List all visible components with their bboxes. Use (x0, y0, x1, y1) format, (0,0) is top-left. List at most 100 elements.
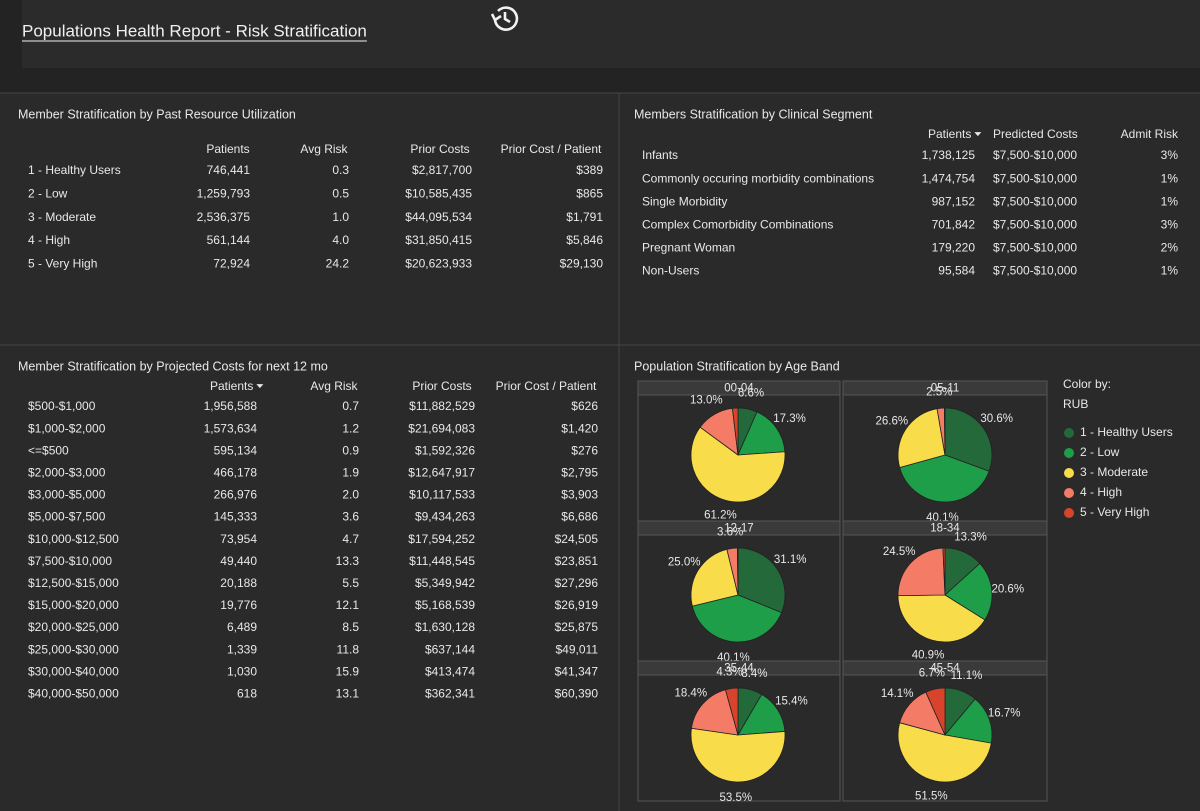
cell: $2,817,700 (412, 163, 472, 177)
cell: $29,130 (560, 256, 604, 270)
cell: 0.3 (332, 163, 349, 177)
cell: $23,851 (555, 554, 599, 568)
panel-title: Members Stratification by Clinical Segme… (634, 107, 873, 121)
column-header: Prior Costs (412, 379, 471, 393)
cell: $25,875 (555, 620, 599, 634)
cell: 2% (1161, 241, 1179, 255)
cell: $12,647,917 (408, 465, 475, 479)
slice-label: 15.4% (775, 696, 808, 708)
cell: 13.1 (336, 686, 360, 700)
cell: 13.3 (336, 554, 360, 568)
legend-swatch (1064, 448, 1074, 458)
cell: $7,500-$10,000 (993, 171, 1077, 185)
cell: 561,144 (207, 233, 251, 247)
pie-slice (737, 547, 786, 614)
panel-title: Member Stratification by Projected Costs… (18, 359, 328, 373)
panel-title: Population Stratification by Age Band (634, 359, 840, 373)
row-label: 2 - Low (28, 186, 68, 200)
cell: 0.9 (342, 443, 359, 457)
cell: $1,630,128 (415, 620, 475, 634)
pie-slice (897, 547, 946, 596)
slice-label: 13.3% (954, 531, 987, 543)
report-title[interactable]: Populations Health Report - Risk Stratif… (22, 21, 367, 40)
slice-label: 18.4% (674, 687, 707, 699)
slice-label: 4.3% (716, 667, 742, 679)
cell: $413,474 (425, 664, 475, 678)
pie-slice (942, 547, 946, 596)
cell: 618 (237, 686, 257, 700)
row-label: 5 - Very High (28, 256, 97, 270)
row-label: Single Morbidity (642, 194, 727, 208)
legend-swatch (1064, 508, 1074, 518)
pie-slice (690, 426, 786, 503)
history-icon[interactable] (490, 6, 519, 31)
row-label: <=$500 (28, 443, 69, 457)
cell: $7,500-$10,000 (993, 217, 1077, 231)
cell: 701,842 (932, 217, 976, 231)
row-label: Infants (642, 148, 678, 162)
pie-slice (690, 727, 786, 783)
cell: $1,791 (566, 210, 603, 224)
pie-cell (637, 674, 841, 802)
pie-slice (925, 687, 946, 736)
legend-label: 5 - Very High (1080, 505, 1149, 519)
slice-label: 17.3% (773, 413, 806, 425)
column-header: Patients (210, 379, 253, 393)
column-header: Avg Risk (310, 379, 358, 393)
cell: $865 (576, 186, 603, 200)
slice-label: 25.0% (668, 556, 701, 568)
cell: 19,776 (220, 598, 257, 612)
cell: 1,738,125 (922, 148, 976, 162)
cell: 6,489 (227, 620, 257, 634)
legend-swatch (1064, 468, 1074, 478)
column-header: Avg Risk (300, 142, 348, 156)
cell: 0.5 (332, 186, 349, 200)
row-label: Pregnant Woman (642, 241, 735, 255)
row-label: $12,500-$15,000 (28, 576, 119, 590)
slice-label: 6.7% (919, 667, 945, 679)
row-label: $25,000-$30,000 (28, 642, 119, 656)
cell: 1% (1161, 171, 1179, 185)
cell: 466,178 (214, 465, 258, 479)
cell: $7,500-$10,000 (993, 264, 1077, 278)
row-label: $10,000-$12,500 (28, 532, 119, 546)
cell: $26,919 (555, 598, 599, 612)
row-label: Complex Comorbidity Combinations (642, 217, 833, 231)
slice-label: 30.6% (980, 413, 1013, 425)
cell: 3% (1161, 148, 1179, 162)
pie-slice (897, 408, 946, 469)
cell: $41,347 (555, 664, 599, 678)
cell: 1% (1161, 264, 1179, 278)
column-header: Prior Cost / Patient (496, 379, 597, 393)
slice-label: 26.6% (876, 415, 909, 427)
pie-title: 12-17 (724, 523, 753, 535)
legend-swatch (1064, 488, 1074, 498)
pie-slice (944, 698, 993, 744)
pie-cell (842, 674, 1048, 802)
row-label: Non-Users (642, 264, 699, 278)
cell: 49,440 (220, 554, 257, 568)
cell: $27,296 (555, 576, 599, 590)
cell: $389 (576, 163, 603, 177)
cell: $1,592,326 (415, 443, 475, 457)
cell: 4.0 (332, 233, 349, 247)
row-label: $40,000-$50,000 (28, 686, 119, 700)
column-header: Prior Costs (410, 142, 469, 156)
cell: $276 (571, 443, 598, 457)
row-label: $3,000-$5,000 (28, 488, 106, 502)
row-label: $15,000-$20,000 (28, 598, 119, 612)
pie-slice (897, 722, 992, 783)
row-label: $30,000-$40,000 (28, 664, 119, 678)
row-label: 3 - Moderate (28, 210, 96, 224)
cell: 0.7 (342, 399, 359, 413)
cell: 595,134 (214, 443, 258, 457)
cell: 3% (1161, 217, 1179, 231)
slice-label: 20.6% (991, 583, 1024, 595)
cell: 20,188 (220, 576, 257, 590)
row-label: $2,000-$3,000 (28, 465, 106, 479)
cell: $362,341 (425, 686, 475, 700)
cell: $11,882,529 (409, 399, 475, 413)
cell: $24,505 (555, 532, 599, 546)
